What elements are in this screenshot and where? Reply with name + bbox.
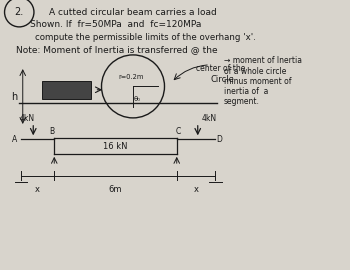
Text: C: C <box>176 127 181 136</box>
Text: θ₀: θ₀ <box>134 96 141 102</box>
Text: A cutted circular beam carries a load: A cutted circular beam carries a load <box>49 8 217 17</box>
Text: segment.: segment. <box>224 97 260 106</box>
Text: A: A <box>12 134 18 144</box>
Text: inertia of  a: inertia of a <box>224 87 268 96</box>
Text: center of the: center of the <box>196 64 245 73</box>
Text: minus moment of: minus moment of <box>224 77 292 86</box>
Text: Shown. If  fr=50MPa  and  fc=120MPa: Shown. If fr=50MPa and fc=120MPa <box>30 20 201 29</box>
Text: Circle: Circle <box>210 75 234 84</box>
Text: 4kN: 4kN <box>201 114 216 123</box>
Text: x: x <box>35 184 40 194</box>
Bar <box>42 81 91 99</box>
Text: 2.: 2. <box>15 7 24 17</box>
Text: 16 kN: 16 kN <box>103 141 128 151</box>
Text: 6m: 6m <box>109 184 122 194</box>
Text: Note: Moment of Inertia is transferred @ the: Note: Moment of Inertia is transferred @… <box>16 45 217 55</box>
Text: of a whole circle: of a whole circle <box>224 66 286 76</box>
Text: B: B <box>49 127 54 136</box>
Text: compute the permissible limits of the overhang 'x'.: compute the permissible limits of the ov… <box>35 33 256 42</box>
Text: 4kN: 4kN <box>19 114 34 123</box>
Text: h: h <box>11 92 17 102</box>
Text: D: D <box>216 134 222 144</box>
Text: r=0.2m: r=0.2m <box>119 74 144 80</box>
Text: → moment of Inertia: → moment of Inertia <box>224 56 302 65</box>
Text: x: x <box>194 184 198 194</box>
